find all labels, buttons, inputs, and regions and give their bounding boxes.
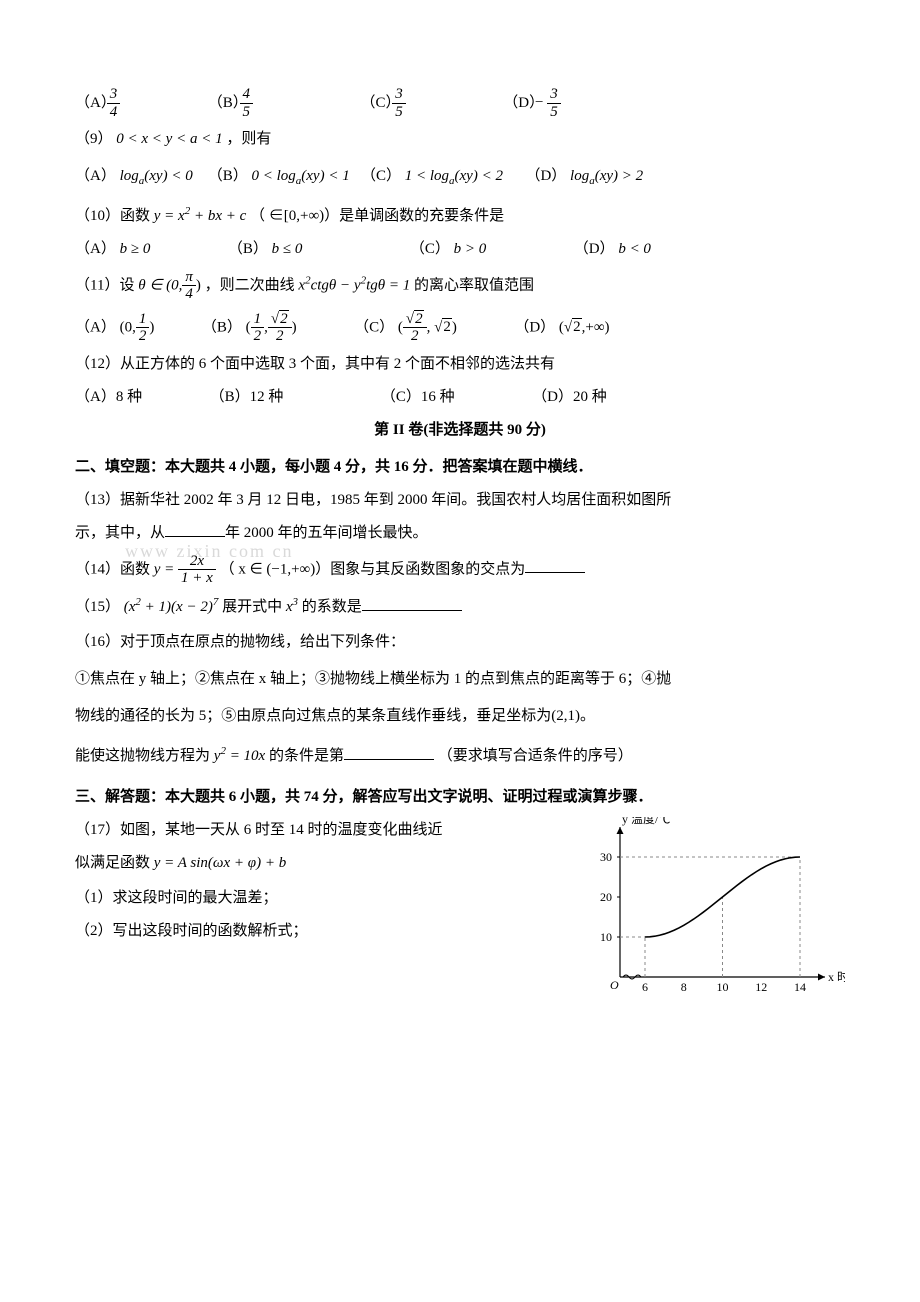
svg-text:10: 10: [600, 930, 612, 944]
q9-optD: （D）: [525, 168, 566, 184]
q10-stem: （10）函数 y = x2 + bx + c （ ∈[0,+∞)）是单调函数的充…: [75, 202, 845, 230]
svg-text:6: 6: [642, 980, 648, 994]
q8-optB-label: （B）: [208, 90, 236, 117]
q15-blank: [362, 595, 462, 611]
svg-text:12: 12: [755, 980, 767, 994]
svg-text:x 时间/h: x 时间/h: [828, 970, 845, 984]
q17-graph: 10 20 30 6 8 10 12 14 y 温度/℃ x 时间/h O: [575, 817, 845, 1017]
q8-optC-label: （C）: [361, 90, 389, 117]
q11-optC: （C）: [354, 319, 394, 335]
q11-options: （A） (0,12) （B） (12,√22) （C） (√22, √2) （D…: [75, 311, 845, 345]
section2-title: 二、填空题：本大题共 4 小题，每小题 4 分，共 16 分．把答案填在题中横线…: [75, 454, 845, 481]
q8-optB-frac: 4 5: [240, 86, 254, 120]
q11-optB: （B）: [202, 319, 242, 335]
q16-blank: [344, 744, 434, 760]
svg-text:O: O: [610, 978, 619, 992]
q12-options: （A）8 种 （B）12 种 （C）16 种 （D）20 种: [75, 384, 845, 411]
q8-optD-frac: 3 5: [547, 86, 561, 120]
q9-optB: （B）: [208, 168, 248, 184]
q16-line2: ①焦点在 y 轴上；②焦点在 x 轴上；③抛物线上横坐标为 1 的点到焦点的距离…: [75, 666, 845, 693]
q11-optA: （A）: [75, 319, 116, 335]
q15: （15） (x2 + 1)(x − 2)7 展开式中 x3 的系数是: [75, 593, 845, 621]
q8-optD-label: （D）: [503, 90, 531, 117]
q10-optA: （A）: [75, 241, 116, 257]
q16-line3: 物线的通径的长为 5；⑤由原点向过焦点的某条直线作垂线，垂足坐标为(2,1)。: [75, 703, 845, 730]
q10-optD: （D）: [574, 241, 615, 257]
q13-line2: 示，其中，从年 2000 年的五年间增长最快。: [75, 520, 845, 547]
q12-stem: （12）从正方体的 6 个面中选取 3 个面，其中有 2 个面不相邻的选法共有: [75, 351, 845, 378]
q9-inequality: 0 < x < y < a < 1: [116, 131, 222, 147]
svg-text:y 温度/℃: y 温度/℃: [622, 817, 670, 826]
q11-optD: （D）: [514, 319, 555, 335]
svg-text:10: 10: [717, 980, 729, 994]
q10-optC: （C）: [410, 241, 450, 257]
q10-options: （A） b ≥ 0 （B） b ≤ 0 （C） b > 0 （D） b < 0: [75, 236, 845, 263]
q12-optA: （A）8 种: [75, 389, 142, 405]
q12-optD: （D）20 种: [532, 389, 607, 405]
q8-options: （A） 3 4 （B） 4 5 （C） 3 5 （D） − 3 5: [75, 86, 845, 120]
svg-text:14: 14: [794, 980, 806, 994]
svg-text:20: 20: [600, 890, 612, 904]
q14-blank: [525, 557, 585, 573]
q13-blank: [165, 521, 225, 537]
part2-title: 第 II 卷(非选择题共 90 分): [75, 417, 845, 444]
q8-optA-frac: 3 4: [107, 86, 121, 120]
q11-stem: （11）设 θ ∈ (0,π4) ，则二次曲线 x2ctgθ − y2tgθ =…: [75, 269, 845, 303]
svg-text:8: 8: [681, 980, 687, 994]
q16-stem: （16）对于顶点在原点的抛物线，给出下列条件：: [75, 629, 845, 656]
svg-text:30: 30: [600, 850, 612, 864]
q9-stem: （9） 0 < x < y < a < 1 ，则有: [75, 126, 845, 153]
q12-optC: （C）16 种: [381, 389, 455, 405]
q14: （14）函数 y = 2x1 + x （ x ∈ (−1,+∞)）图象与其反函数…: [75, 553, 845, 587]
q9-optC: （C）: [361, 168, 401, 184]
q9-optA: （A）: [75, 168, 116, 184]
q8-optC-frac: 3 5: [392, 86, 406, 120]
section3-title: 三、解答题：本大题共 6 小题，共 74 分，解答应写出文字说明、证明过程或演算…: [75, 784, 845, 811]
q10-optB: （B）: [228, 241, 268, 257]
q12-optB: （B）12 种: [210, 389, 284, 405]
q8-optA-label: （A）: [75, 90, 103, 117]
q9-options: （A） loga(xy) < 0 （B） 0 < loga(xy) < 1 （C…: [75, 163, 845, 192]
q16-line4: 能使这抛物线方程为 y2 = 10x 的条件是第 （要求填写合适条件的序号）: [75, 742, 845, 770]
q8-optD-neg: −: [535, 94, 543, 110]
q13-line1: （13）据新华社 2002 年 3 月 12 日电，1985 年到 2000 年…: [75, 487, 845, 514]
